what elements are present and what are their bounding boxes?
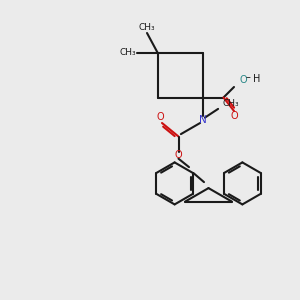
- Text: O: O: [157, 112, 164, 122]
- Text: CH₃: CH₃: [139, 23, 155, 32]
- Text: O: O: [240, 75, 247, 85]
- Text: CH₃: CH₃: [119, 48, 136, 57]
- Text: –: –: [246, 72, 250, 82]
- Text: CH₃: CH₃: [223, 99, 239, 108]
- Text: O: O: [231, 111, 239, 122]
- Text: N: N: [199, 115, 206, 125]
- Text: H: H: [253, 74, 260, 84]
- Text: O: O: [175, 150, 182, 160]
